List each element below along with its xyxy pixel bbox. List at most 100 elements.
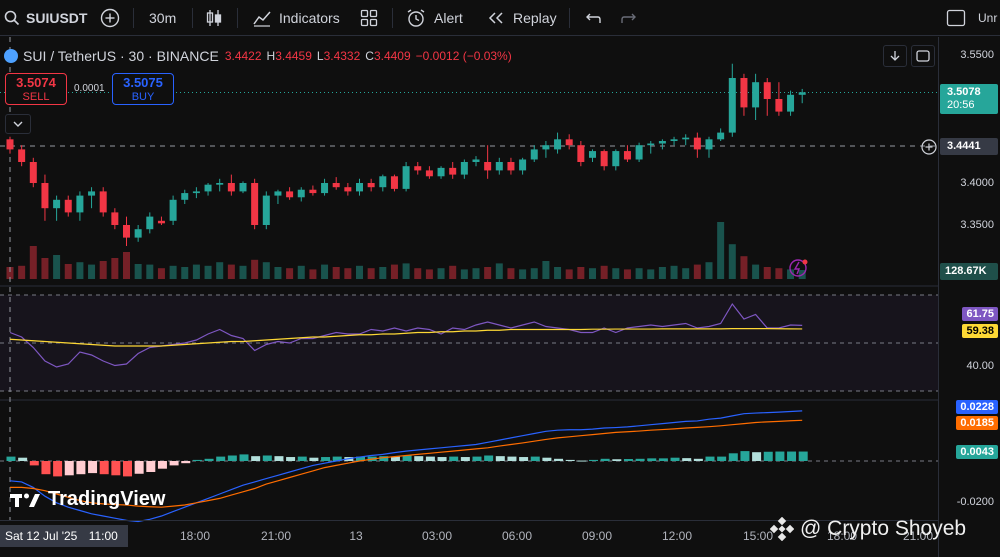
candle-body — [554, 139, 562, 150]
volume-bar — [76, 262, 84, 279]
volume-bar — [18, 265, 26, 279]
scroll-down-button[interactable] — [883, 45, 907, 67]
candle-body — [460, 162, 468, 175]
add-alert-button[interactable] — [920, 138, 938, 156]
volume-bar — [612, 268, 620, 279]
time-label: 12:00 — [661, 529, 693, 543]
macd-histogram-bar — [717, 456, 727, 461]
candle-body — [192, 191, 200, 194]
candle-body — [752, 82, 760, 108]
volume-bar — [635, 268, 643, 279]
crosshair-time-tag: Sat 12 Jul '25 11:00 — [0, 525, 128, 547]
symbol-search[interactable]: SUIUSDT — [4, 0, 87, 36]
volume-bar — [472, 268, 480, 279]
volume-bar — [239, 265, 247, 279]
volume-bar — [309, 269, 317, 279]
candle-body — [297, 189, 305, 198]
candle-body — [367, 183, 375, 188]
chart-type-button[interactable] — [205, 0, 223, 36]
layouts-button[interactable] — [360, 0, 378, 36]
undo-button[interactable] — [584, 0, 602, 36]
macd-histogram-bar — [402, 455, 412, 461]
candle-body — [274, 191, 282, 196]
volume-bar — [414, 268, 422, 279]
volume-bar — [367, 268, 375, 279]
volume-bar — [356, 265, 363, 279]
candle-body — [775, 99, 783, 112]
time-axis[interactable] — [0, 520, 938, 557]
macd-histogram-bar — [379, 456, 389, 461]
legend-open: 3.4422 — [224, 49, 262, 63]
volume-bar — [227, 264, 235, 279]
candle-body — [740, 78, 748, 108]
macd-histogram-bar — [414, 456, 424, 461]
volume-bar — [402, 263, 410, 279]
volume-bar — [495, 263, 503, 279]
volume-bar — [146, 264, 154, 279]
sell-button[interactable]: 3.5074 SELL — [5, 73, 67, 105]
candle-body — [495, 162, 503, 171]
macd-histogram-bar — [542, 457, 552, 461]
macd-histogram-bar — [495, 456, 505, 461]
macd-histogram-bar — [787, 451, 797, 461]
candle-body — [6, 139, 14, 150]
macd-histogram-bar — [449, 456, 459, 461]
candle-body — [76, 195, 84, 213]
interval-label: 30m — [149, 10, 177, 26]
macd-histogram-bar — [612, 459, 622, 461]
volume-bar — [787, 269, 795, 279]
search-icon — [4, 10, 20, 26]
candle-body — [286, 191, 294, 198]
buy-button[interactable]: 3.5075 BUY — [112, 73, 174, 105]
price-tick: 3.5500 — [960, 49, 994, 61]
candle-body — [64, 199, 72, 213]
macd-histogram-bar — [356, 456, 365, 461]
lightning-button[interactable] — [788, 258, 808, 278]
price-tick: 3.3500 — [960, 219, 994, 231]
candle-body — [623, 151, 631, 160]
volume-bar — [425, 269, 433, 279]
volume-bar — [262, 262, 270, 279]
time-label: 03:00 — [421, 529, 453, 543]
candle-body — [321, 183, 329, 194]
time-label: 21:00 — [260, 529, 292, 543]
macd-histogram-bar — [251, 456, 261, 461]
tradingview-logo-icon — [10, 493, 40, 507]
candle-body — [600, 151, 608, 167]
price-axis[interactable] — [938, 37, 1000, 557]
volume-bar — [157, 268, 165, 279]
interval-button[interactable]: 30m — [149, 0, 176, 36]
candles-icon — [206, 10, 222, 26]
volume-bar — [763, 267, 771, 279]
legend-low: 3.4332 — [323, 49, 361, 63]
compare-button[interactable] — [100, 0, 120, 36]
tradingview-logo: TradingView — [10, 488, 165, 511]
alert-button[interactable]: Alert — [406, 0, 463, 36]
crosshair-price-tag: 3.4441 — [940, 138, 998, 155]
replay-button[interactable]: Replay — [487, 0, 557, 36]
crosshair-date: Sat 12 Jul '25 — [5, 529, 78, 543]
legend-high: 3.4459 — [275, 49, 312, 63]
macd-histogram-bar — [693, 458, 703, 461]
candle-body — [472, 159, 480, 162]
alert-label: Alert — [434, 10, 463, 26]
macd-histogram-bar — [554, 458, 564, 461]
unnamed-layout[interactable]: Unr — [978, 0, 997, 36]
collapse-button[interactable] — [5, 114, 31, 134]
redo-button[interactable] — [620, 0, 638, 36]
chart-area[interactable] — [0, 37, 938, 557]
volume-bar — [740, 256, 748, 279]
legend-title[interactable]: SUI / TetherUS · 30 · BINANCE — [23, 48, 219, 64]
volume-bar — [507, 268, 515, 279]
macd-histogram-bar — [589, 459, 598, 461]
candle-body — [530, 149, 538, 160]
indicators-button[interactable]: Indicators — [252, 0, 340, 36]
maximize-button[interactable] — [911, 45, 935, 67]
volume-bar — [29, 246, 37, 279]
volume-bar — [134, 264, 142, 279]
fullscreen-button[interactable] — [946, 0, 966, 36]
candle-body — [670, 139, 678, 141]
candle-body — [763, 82, 771, 99]
volume-bar — [344, 268, 352, 279]
